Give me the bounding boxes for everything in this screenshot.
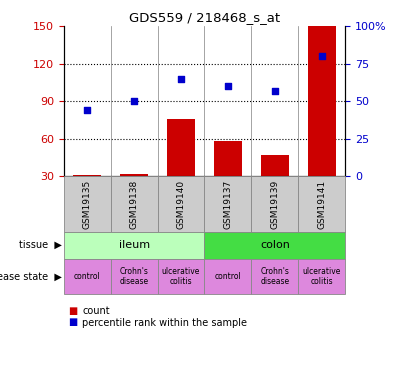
Point — [272, 88, 278, 94]
Text: GSM19138: GSM19138 — [129, 179, 139, 229]
Text: GSM19137: GSM19137 — [224, 179, 233, 229]
Bar — [214, 141, 242, 176]
Text: GSM19141: GSM19141 — [317, 180, 326, 228]
Text: ■: ■ — [68, 318, 77, 327]
Text: disease state  ▶: disease state ▶ — [0, 272, 62, 282]
Text: control: control — [74, 272, 101, 281]
Bar — [261, 155, 289, 176]
Text: ulcerative
colitis: ulcerative colitis — [302, 267, 341, 286]
Point — [225, 83, 231, 89]
Text: ileum: ileum — [118, 240, 150, 250]
Text: count: count — [82, 306, 110, 316]
Text: Crohn's
disease: Crohn's disease — [260, 267, 289, 286]
Text: GSM19139: GSM19139 — [270, 179, 279, 229]
Point — [84, 107, 90, 113]
Bar — [73, 175, 101, 176]
Text: control: control — [215, 272, 241, 281]
Text: Crohn's
disease: Crohn's disease — [120, 267, 149, 286]
Point — [178, 76, 184, 82]
Bar — [167, 119, 195, 176]
Text: ■: ■ — [68, 306, 77, 316]
Text: percentile rank within the sample: percentile rank within the sample — [82, 318, 247, 327]
Text: GSM19140: GSM19140 — [176, 180, 185, 228]
Point — [131, 98, 137, 104]
Text: tissue  ▶: tissue ▶ — [19, 240, 62, 250]
Title: GDS559 / 218468_s_at: GDS559 / 218468_s_at — [129, 11, 280, 24]
Point — [319, 53, 325, 59]
Text: ulcerative
colitis: ulcerative colitis — [162, 267, 200, 286]
Text: GSM19135: GSM19135 — [83, 179, 92, 229]
Bar — [120, 174, 148, 176]
Text: colon: colon — [260, 240, 290, 250]
Bar — [308, 26, 336, 176]
